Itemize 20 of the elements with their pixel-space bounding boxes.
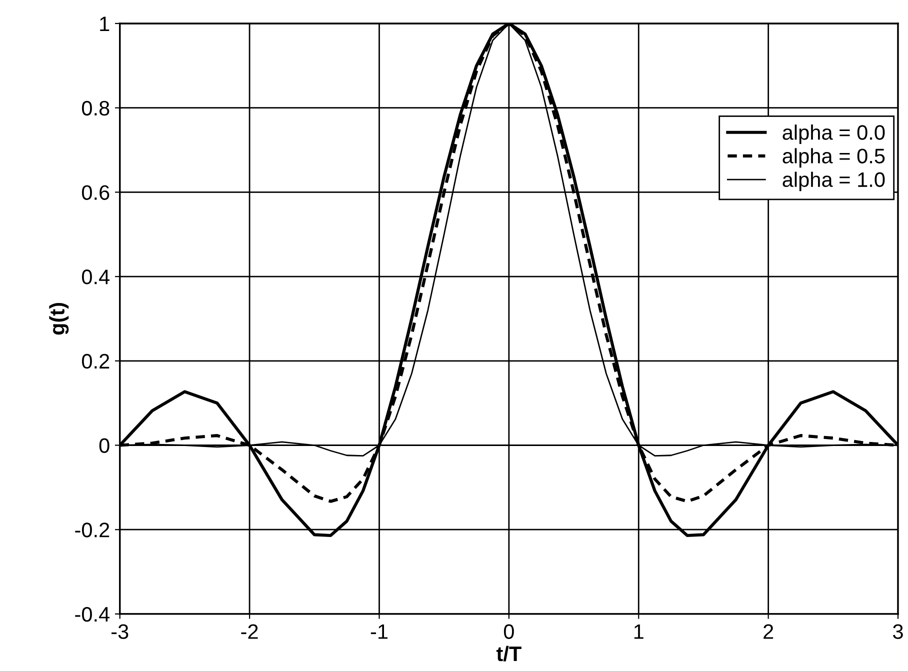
x-tick-label: 3: [893, 624, 903, 639]
x-tick-label: 1: [634, 624, 644, 639]
x-tick-label: 2: [764, 624, 774, 639]
y-tick-label: 1: [100, 16, 110, 32]
x-axis-title: t/T: [496, 646, 522, 662]
x-tick-label: 0: [504, 624, 514, 639]
x-tick-label: -3: [112, 624, 128, 639]
legend-label: alpha = 1.0: [782, 172, 885, 192]
x-tick-label: -2: [241, 624, 258, 639]
y-tick-label: 0.8: [82, 100, 110, 116]
y-axis-title: g(t): [49, 302, 69, 335]
y-tick-label: 0.2: [82, 354, 110, 369]
y-tick-label: 0.6: [82, 185, 110, 200]
y-tick-label: -0.2: [75, 522, 110, 538]
y-tick-label: 0.4: [82, 270, 110, 284]
y-tick-label: 0: [99, 438, 110, 454]
legend-label: alpha = 0.0: [782, 124, 885, 144]
y-tick-label: -0.4: [75, 606, 110, 622]
x-tick-label: -1: [370, 624, 388, 639]
legend-label: alpha = 0.5: [782, 148, 885, 168]
